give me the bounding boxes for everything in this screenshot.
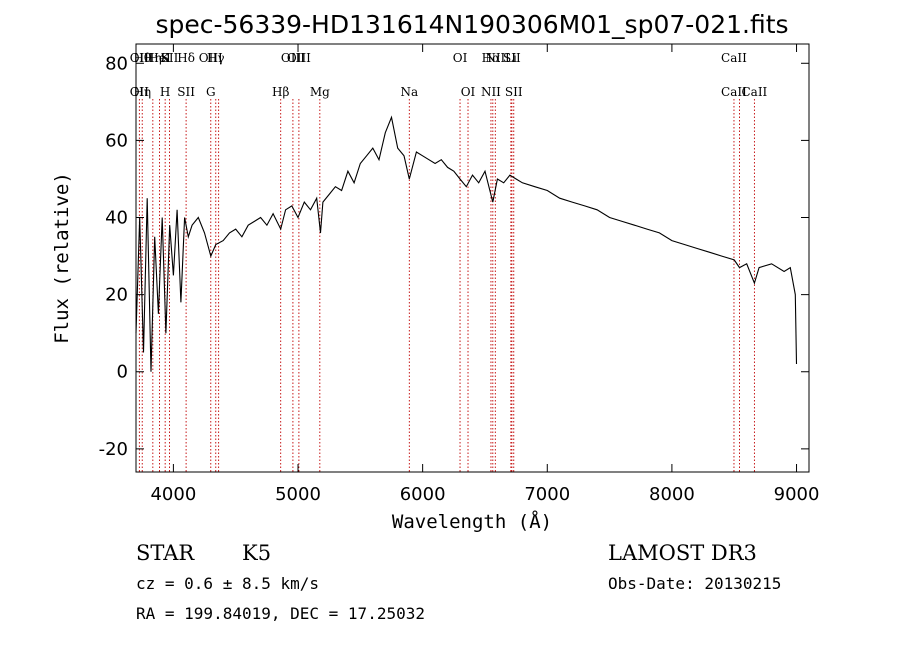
y-tick-label: 40 [105, 208, 128, 229]
marker-label-bottom: OI [461, 85, 476, 99]
marker-label-top: Hη [144, 51, 162, 65]
marker-label-bottom: OII [130, 85, 150, 99]
marker-label-bottom: NII [481, 85, 501, 99]
plot-frame [135, 43, 810, 473]
marker-label-top: SII [503, 51, 521, 65]
marker-label-bottom: Hβ [272, 85, 289, 99]
x-axis: 4000 5000 6000 7000 8000 9000 [150, 44, 819, 505]
marker-label-bottom: CaII [741, 85, 767, 99]
object-subclass: K5 [242, 541, 271, 565]
marker-label-top: SII [161, 51, 179, 65]
marker-label-top: OIII [287, 51, 311, 65]
marker-label-top: Li [505, 51, 517, 65]
obs-date-text: Obs-Date: 20130215 [608, 574, 781, 593]
marker-label-top: Hθ [133, 51, 151, 65]
object-class: STAR [136, 541, 195, 565]
marker-label-top: OII [130, 51, 150, 65]
marker-label-top: OIII [199, 51, 223, 65]
marker-label-bottom: CaII [721, 85, 747, 99]
x-tick-label: 5000 [275, 484, 321, 505]
x-axis-label: Wavelength (Å) [392, 510, 552, 533]
marker-label-bottom: Na [400, 85, 418, 99]
chart-title: spec-56339-HD131614N190306M01_sp07-021.f… [155, 10, 788, 39]
y-tick-label: 80 [105, 53, 128, 74]
marker-label-top: OIII [281, 51, 305, 65]
x-tick-label: 8000 [649, 484, 695, 505]
x-tick-label: 6000 [400, 484, 446, 505]
y-tick-label: 20 [105, 285, 128, 306]
marker-label-top: CaII [721, 51, 747, 65]
y-tick-label: -20 [99, 439, 128, 460]
marker-label-top: K [161, 51, 171, 65]
marker-label-top: Hγ [207, 51, 225, 65]
x-tick-label: 9000 [774, 484, 820, 505]
marker-label-top: Hδ [177, 51, 195, 65]
y-tick-label: 60 [105, 130, 128, 151]
coordinates-text: RA = 199.84019, DEC = 17.25032 [136, 604, 425, 623]
marker-label-top: NII [485, 51, 505, 65]
survey-label: LAMOST DR3 [608, 541, 757, 565]
redshift-text: cz = 0.6 ± 8.5 km/s [136, 574, 319, 593]
marker-label-bottom: Mg [310, 85, 330, 99]
marker-label-bottom: SII [505, 85, 523, 99]
marker-label-bottom: SII [177, 85, 195, 99]
marker-label-bottom: G [206, 85, 216, 99]
marker-label-bottom: H [160, 85, 170, 99]
marker-label-top: Hα [482, 51, 501, 65]
flux-series-line [135, 115, 798, 372]
marker-label-top: HeI [148, 51, 171, 65]
x-tick-label: 4000 [150, 484, 196, 505]
y-tick-label: 0 [117, 362, 128, 383]
y-axis-label: Flux (relative) [51, 172, 73, 344]
x-tick-label: 7000 [524, 484, 570, 505]
marker-label-top: OI [453, 51, 468, 65]
y-axis: -20 0 20 40 60 80 [99, 53, 809, 460]
marker-label-bottom: Hη [133, 85, 151, 99]
